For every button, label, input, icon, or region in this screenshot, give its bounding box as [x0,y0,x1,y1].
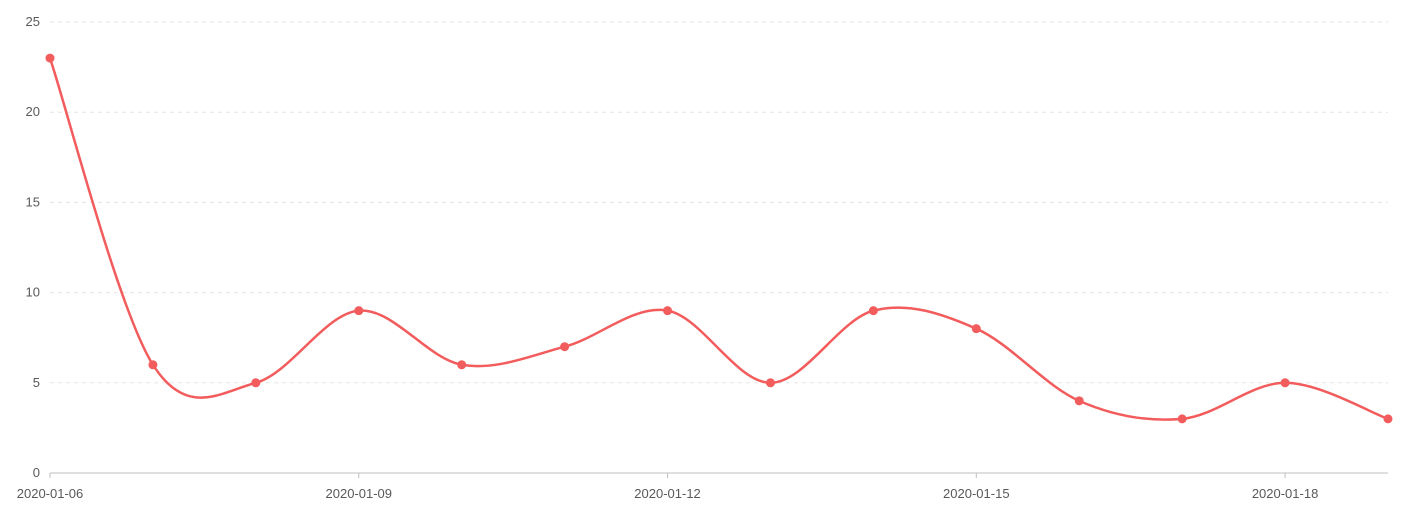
data-point-2020-01-14[interactable] [868,306,878,316]
x-tick-label: 2020-01-18 [1252,486,1319,501]
data-point-2020-01-15[interactable] [971,324,981,334]
y-tick-label: 20 [26,104,40,119]
data-point-2020-01-17[interactable] [1177,414,1187,424]
axes [49,472,1388,478]
y-tick-label: 15 [26,194,40,209]
y-tick-label: 10 [26,285,40,300]
data-point-2020-01-09[interactable] [354,306,364,316]
x-tick-label: 2020-01-09 [326,486,393,501]
data-point-2020-01-11[interactable] [560,342,570,352]
y-axis-tick-labels: 0 5 10 15 20 25 [26,14,40,480]
data-point-2020-01-13[interactable] [765,378,775,388]
x-tick-label: 2020-01-06 [17,486,84,501]
data-point-2020-01-08[interactable] [251,378,261,388]
x-tick-label: 2020-01-12 [634,486,701,501]
data-point-2020-01-16[interactable] [1074,396,1084,406]
data-point-2020-01-12[interactable] [663,306,673,316]
y-tick-label: 0 [33,465,40,480]
data-points [45,53,1393,424]
data-point-2020-01-10[interactable] [457,360,467,370]
data-point-2020-01-06[interactable] [45,53,55,63]
data-point-2020-01-18[interactable] [1280,378,1290,388]
series-line-0 [48,57,1389,421]
x-tick-label: 2020-01-15 [943,486,1010,501]
data-point-2020-01-19[interactable] [1383,414,1393,424]
grid-lines [50,21,1388,384]
x-axis-tick-labels: 2020-01-06 2020-01-09 2020-01-12 2020-01-15… [17,486,1319,501]
data-point-2020-01-07[interactable] [148,360,158,370]
y-tick-label: 5 [33,375,40,390]
series [48,57,1389,421]
y-tick-label: 25 [26,14,40,29]
